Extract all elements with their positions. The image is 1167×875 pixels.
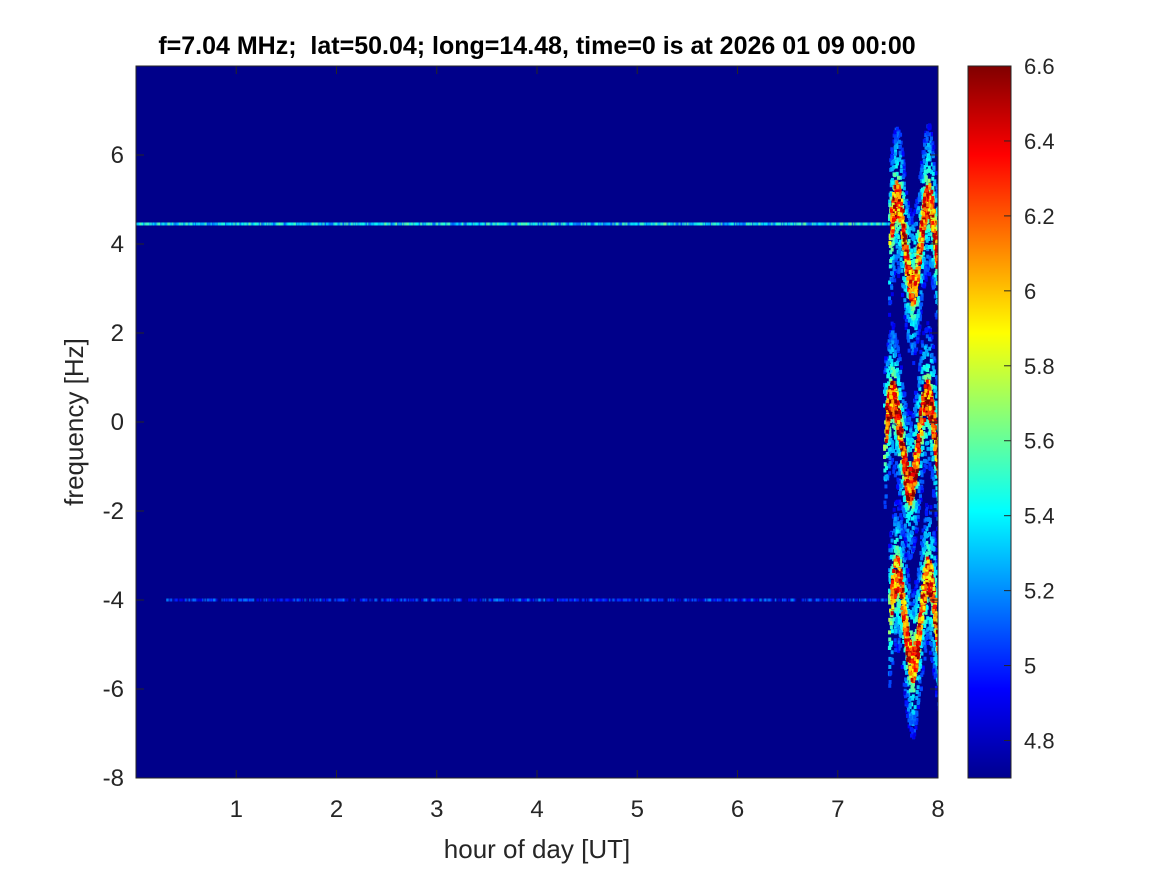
x-tick-label: 1 [230, 796, 243, 823]
colorbar-tick-label: 5.8 [1024, 354, 1055, 379]
colorbar-tick-label: 6.4 [1024, 129, 1055, 154]
carrier-line [136, 222, 891, 226]
y-tick-label: -2 [103, 498, 124, 525]
doppler-trace [887, 123, 938, 366]
colorbar-tick-label: 6.6 [1024, 54, 1055, 79]
colorbar-tick-label: 6.2 [1024, 204, 1055, 229]
y-tick-label: -4 [103, 587, 124, 614]
spectrogram-features [136, 123, 938, 740]
x-tick-label: 7 [831, 796, 844, 823]
chart-title: f=7.04 MHz; lat=50.04; long=14.48, time=… [158, 32, 915, 60]
plot-background [136, 66, 938, 778]
colorbar-tick-label: 5.6 [1024, 429, 1055, 454]
x-axis-label: hour of day [UT] [444, 834, 630, 864]
y-tick-label: 0 [111, 409, 124, 436]
colorbar-ticks: 4.8 5 5.2 5.4 5.6 5.8 6 6.2 6.4 6.6 [1004, 54, 1055, 754]
x-tick-label: 6 [731, 796, 744, 823]
x-tick-label: 2 [330, 796, 343, 823]
y-tick-label: 6 [111, 142, 124, 169]
x-tick-label: 4 [530, 796, 543, 823]
y-tick-label: 4 [111, 231, 124, 258]
x-tick-label: 3 [430, 796, 443, 823]
colorbar-tick-label: 6 [1024, 279, 1036, 304]
colorbar [967, 65, 1012, 779]
colorbar-tick-label: 5.2 [1024, 579, 1055, 604]
colorbar-tick-label: 5 [1024, 654, 1036, 679]
x-tick-label: 8 [931, 796, 944, 823]
y-tick-label: 2 [111, 320, 124, 347]
carrier-line [166, 598, 891, 602]
doppler-trace [883, 321, 938, 561]
x-axis-ticks: 1 2 3 4 5 6 7 8 [230, 66, 945, 823]
y-tick-label: -8 [103, 765, 124, 792]
y-tick-label: -6 [103, 676, 124, 703]
colorbar-tick-label: 5.4 [1024, 504, 1055, 529]
x-tick-label: 5 [631, 796, 644, 823]
y-axis-ticks: -8 -6 -4 -2 0 2 4 6 [103, 142, 938, 792]
y-axis-label: frequency [Hz] [59, 338, 89, 506]
colorbar-tick-label: 4.8 [1024, 729, 1055, 754]
